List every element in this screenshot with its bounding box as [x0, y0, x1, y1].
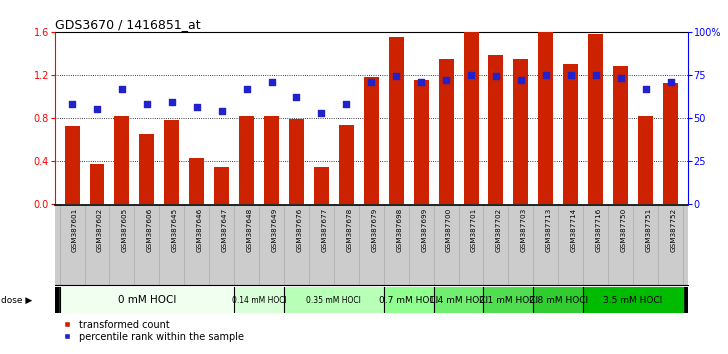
Text: GSM387647: GSM387647 — [221, 208, 228, 252]
Bar — [289, 119, 304, 204]
Bar — [90, 164, 105, 204]
Bar — [139, 134, 154, 204]
Bar — [464, 32, 478, 204]
Bar — [60, 287, 234, 313]
Point — [215, 108, 227, 114]
Bar — [165, 120, 179, 204]
Bar — [189, 159, 205, 204]
Text: GSM387648: GSM387648 — [247, 208, 253, 252]
Point — [640, 86, 652, 91]
Point — [290, 94, 302, 100]
Text: GSM387601: GSM387601 — [72, 208, 78, 252]
Bar — [364, 77, 379, 204]
Bar — [434, 287, 483, 313]
Text: GSM387676: GSM387676 — [296, 208, 302, 252]
Text: GSM387752: GSM387752 — [670, 208, 676, 252]
Text: 1.4 mM HOCl: 1.4 mM HOCl — [429, 296, 488, 304]
Point — [590, 72, 601, 78]
Legend: transformed count, percentile rank within the sample: transformed count, percentile rank withi… — [60, 316, 248, 346]
Point — [141, 101, 153, 107]
Text: GSM387714: GSM387714 — [571, 208, 577, 252]
Text: GSM387602: GSM387602 — [97, 208, 103, 252]
Text: GSM387678: GSM387678 — [347, 208, 352, 252]
Bar — [438, 59, 454, 204]
Bar — [488, 56, 504, 204]
Point — [490, 74, 502, 79]
Point — [191, 104, 202, 110]
Text: dose ▶: dose ▶ — [1, 296, 33, 304]
Bar — [534, 287, 583, 313]
Bar — [389, 37, 404, 204]
Point — [116, 86, 127, 91]
Text: GSM387699: GSM387699 — [422, 208, 427, 252]
Text: GSM387649: GSM387649 — [272, 208, 277, 252]
Point — [266, 79, 277, 85]
Bar — [414, 80, 429, 204]
Bar — [563, 64, 578, 204]
Point — [66, 101, 78, 107]
Text: GSM387677: GSM387677 — [321, 208, 328, 252]
Bar — [588, 34, 604, 204]
Bar — [638, 115, 653, 204]
Bar — [513, 59, 529, 204]
Bar — [583, 287, 683, 313]
Point — [615, 75, 627, 81]
Bar — [663, 83, 678, 204]
Text: GSM387702: GSM387702 — [496, 208, 502, 252]
Text: GSM387606: GSM387606 — [147, 208, 153, 252]
Text: 2.1 mM HOCl: 2.1 mM HOCl — [479, 296, 538, 304]
Point — [565, 72, 577, 78]
Text: 0 mM HOCl: 0 mM HOCl — [118, 295, 176, 305]
Text: GSM387605: GSM387605 — [122, 208, 128, 252]
Bar — [314, 167, 329, 204]
Point — [241, 86, 253, 91]
Bar — [538, 32, 553, 204]
Point — [315, 110, 327, 115]
Text: 3.5 mM HOCl: 3.5 mM HOCl — [604, 296, 662, 304]
Text: GSM387700: GSM387700 — [446, 208, 452, 252]
Text: GSM387713: GSM387713 — [546, 208, 552, 252]
Point — [166, 99, 178, 105]
Text: GDS3670 / 1416851_at: GDS3670 / 1416851_at — [55, 18, 200, 31]
Bar — [214, 167, 229, 204]
Point — [341, 101, 352, 107]
Bar — [264, 115, 279, 204]
Text: GSM387646: GSM387646 — [197, 208, 202, 252]
Bar — [234, 287, 284, 313]
Point — [440, 77, 452, 83]
Point — [465, 72, 477, 78]
Bar — [339, 125, 354, 204]
Point — [515, 77, 527, 83]
Point — [390, 74, 402, 79]
Bar — [613, 66, 628, 204]
Text: 0.7 mM HOCl: 0.7 mM HOCl — [379, 296, 438, 304]
Bar — [65, 126, 79, 204]
Text: 0.14 mM HOCl: 0.14 mM HOCl — [232, 296, 286, 304]
Text: GSM387750: GSM387750 — [621, 208, 627, 252]
Text: GSM387716: GSM387716 — [596, 208, 602, 252]
Text: GSM387698: GSM387698 — [396, 208, 402, 252]
Text: GSM387679: GSM387679 — [371, 208, 377, 252]
Bar — [384, 287, 434, 313]
Point — [540, 72, 552, 78]
Text: GSM387645: GSM387645 — [172, 208, 178, 252]
Point — [91, 106, 103, 112]
Text: GSM387751: GSM387751 — [646, 208, 652, 252]
Text: GSM387701: GSM387701 — [471, 208, 477, 252]
Text: 0.35 mM HOCl: 0.35 mM HOCl — [306, 296, 361, 304]
Point — [416, 79, 427, 85]
Point — [365, 79, 377, 85]
Text: 2.8 mM HOCl: 2.8 mM HOCl — [529, 296, 587, 304]
Bar — [114, 115, 130, 204]
Bar — [483, 287, 534, 313]
Bar — [239, 115, 254, 204]
Text: GSM387703: GSM387703 — [521, 208, 527, 252]
Bar — [284, 287, 384, 313]
Point — [665, 79, 676, 85]
